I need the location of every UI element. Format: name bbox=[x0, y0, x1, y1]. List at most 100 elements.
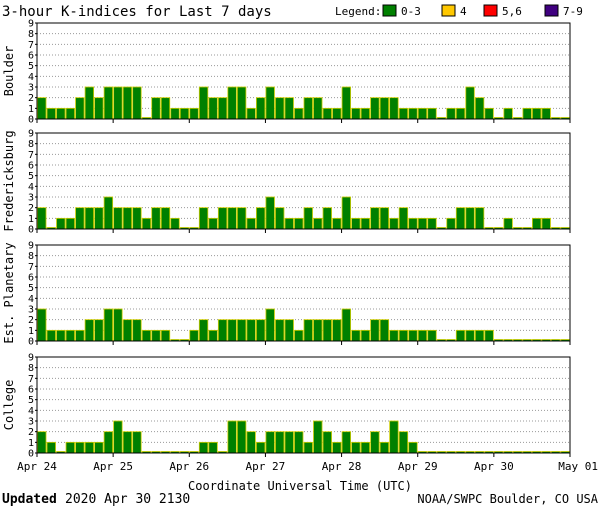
chart-title: 3-hour K-indices for Last 7 days bbox=[2, 4, 272, 20]
bar bbox=[313, 319, 323, 342]
bar bbox=[541, 107, 551, 120]
bar bbox=[303, 441, 313, 454]
bar bbox=[275, 207, 285, 230]
x-tick-label: Apr 26 bbox=[169, 460, 209, 473]
bar bbox=[322, 319, 332, 342]
bar bbox=[246, 319, 256, 342]
bar bbox=[275, 97, 285, 120]
bar bbox=[160, 329, 171, 342]
bar bbox=[160, 97, 171, 120]
bar bbox=[370, 431, 380, 454]
bar bbox=[275, 319, 285, 342]
bar bbox=[455, 107, 466, 120]
y-tick-label: 7 bbox=[28, 262, 34, 273]
x-tick-label: Apr 29 bbox=[398, 460, 438, 473]
bar bbox=[132, 319, 142, 342]
y-tick-label: 3 bbox=[28, 193, 34, 204]
bar bbox=[322, 431, 332, 454]
bar bbox=[294, 107, 304, 120]
bar bbox=[313, 97, 323, 120]
bar bbox=[217, 207, 228, 230]
y-tick-label: 6 bbox=[28, 51, 34, 62]
y-tick-label: 1 bbox=[28, 326, 34, 337]
bar bbox=[122, 319, 133, 342]
bar bbox=[151, 97, 161, 120]
y-tick-label: 8 bbox=[28, 251, 34, 262]
x-axis-ticks: Apr 24 Apr 25 Apr 26 Apr 27 Apr 28 Apr 29 Apr … bbox=[17, 460, 598, 473]
bar bbox=[417, 107, 428, 120]
y-tick-label: 6 bbox=[28, 161, 34, 172]
bar bbox=[398, 207, 409, 230]
y-tick-label: 4 bbox=[28, 72, 34, 83]
legend-swatch-7-9 bbox=[544, 4, 559, 17]
bar bbox=[398, 329, 409, 342]
bar bbox=[294, 329, 304, 342]
bar bbox=[170, 107, 180, 120]
bar bbox=[132, 431, 142, 454]
bar bbox=[275, 431, 285, 454]
y-tick-label: 5 bbox=[28, 283, 34, 294]
bar bbox=[227, 86, 237, 120]
bar bbox=[484, 107, 494, 120]
y-tick-label: 6 bbox=[28, 273, 34, 284]
bar bbox=[379, 207, 390, 230]
bar bbox=[427, 217, 437, 230]
bar bbox=[341, 196, 351, 230]
bar bbox=[256, 97, 266, 120]
bar bbox=[265, 431, 275, 454]
bar bbox=[236, 86, 247, 120]
y-tick-label: 8 bbox=[28, 139, 34, 150]
bar bbox=[503, 107, 513, 120]
bar bbox=[294, 217, 304, 230]
bar bbox=[84, 441, 95, 454]
bar bbox=[522, 107, 532, 120]
bar bbox=[256, 207, 266, 230]
bar bbox=[446, 217, 456, 230]
bar bbox=[65, 217, 75, 230]
bar bbox=[132, 86, 142, 120]
bar bbox=[46, 441, 56, 454]
bar bbox=[141, 329, 152, 342]
y-tick-label: 4 bbox=[28, 294, 34, 305]
bar bbox=[389, 217, 399, 230]
bar bbox=[455, 207, 466, 230]
bar bbox=[37, 308, 47, 342]
bar bbox=[360, 217, 371, 230]
bar bbox=[398, 107, 409, 120]
bar bbox=[474, 207, 485, 230]
bar bbox=[103, 196, 114, 230]
bar bbox=[94, 207, 104, 230]
bar bbox=[56, 217, 66, 230]
bar bbox=[236, 420, 247, 454]
bar bbox=[227, 319, 237, 342]
bar bbox=[351, 217, 361, 230]
panel-frame bbox=[36, 356, 571, 454]
footer-updated-label: Updated bbox=[2, 492, 57, 507]
bar bbox=[370, 319, 380, 342]
bar bbox=[151, 329, 161, 342]
panel-label: Est. Planetary bbox=[2, 242, 16, 343]
bar bbox=[360, 329, 371, 342]
bar bbox=[113, 420, 123, 454]
bar bbox=[113, 308, 123, 342]
y-tick-label: 7 bbox=[28, 40, 34, 51]
y-tick-label: 4 bbox=[28, 406, 34, 417]
bar bbox=[160, 207, 171, 230]
bar bbox=[56, 329, 66, 342]
y-tick-label: 2 bbox=[28, 203, 34, 214]
bar bbox=[379, 441, 390, 454]
y-tick-label: 3 bbox=[28, 417, 34, 428]
legend-text-5-6: 5,6 bbox=[502, 5, 522, 18]
x-tick-label: Apr 27 bbox=[246, 460, 286, 473]
bar bbox=[341, 308, 351, 342]
x-tick-label: May 01 bbox=[558, 460, 598, 473]
bar bbox=[303, 97, 313, 120]
bar bbox=[332, 217, 342, 230]
legend-text-7-9: 7-9 bbox=[563, 5, 583, 18]
bar bbox=[151, 207, 161, 230]
bar bbox=[379, 97, 390, 120]
bar bbox=[446, 107, 456, 120]
bar bbox=[332, 319, 342, 342]
bar bbox=[417, 217, 428, 230]
